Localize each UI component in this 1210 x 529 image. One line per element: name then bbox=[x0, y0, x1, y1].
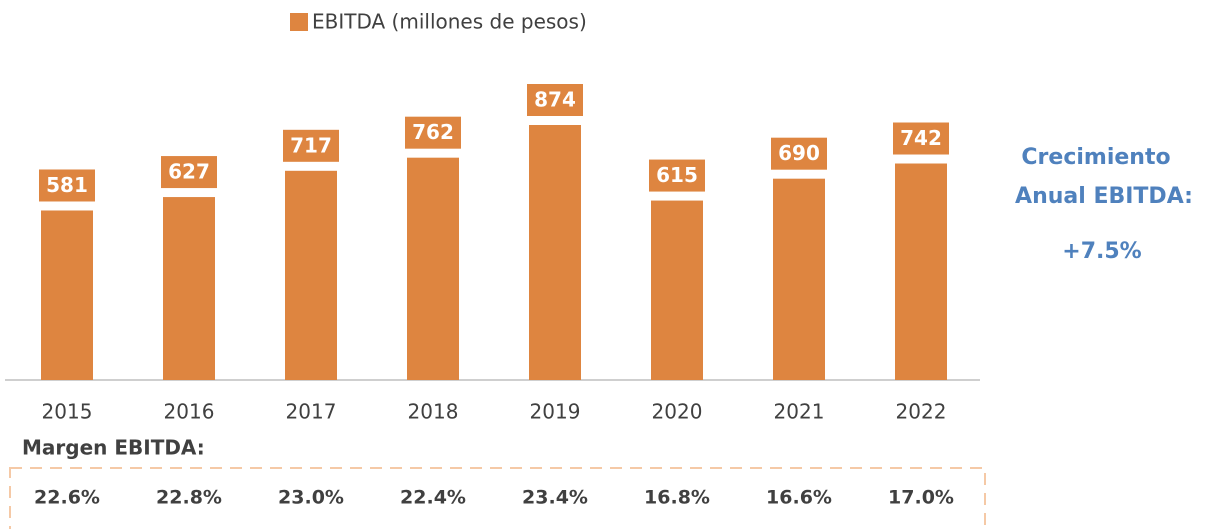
value-label: 742 bbox=[900, 126, 942, 150]
bar bbox=[407, 157, 459, 380]
bar bbox=[773, 178, 825, 380]
margin-label: 22.8% bbox=[156, 487, 222, 509]
x-tick-label: 2022 bbox=[896, 400, 947, 424]
legend-label: EBITDA (millones de pesos) bbox=[312, 10, 587, 34]
x-tick-label: 2019 bbox=[530, 400, 581, 424]
value-label: 581 bbox=[46, 173, 88, 197]
bar bbox=[895, 163, 947, 380]
bar bbox=[285, 170, 337, 380]
annotation: +7.5% bbox=[1062, 239, 1141, 264]
margin-title: Margen EBITDA: bbox=[22, 436, 205, 460]
bar bbox=[529, 125, 581, 380]
margin-label: 22.4% bbox=[400, 487, 466, 509]
margin-box bbox=[9, 467, 986, 529]
value-label-box bbox=[405, 116, 461, 149]
x-tick-label: 2021 bbox=[774, 400, 825, 424]
value-label-box bbox=[771, 137, 827, 170]
value-label-box bbox=[161, 156, 217, 189]
x-tick-label: 2016 bbox=[164, 400, 215, 424]
annotation: Anual EBITDA: bbox=[1015, 184, 1193, 209]
value-label-box bbox=[893, 122, 949, 155]
margin-label: 23.4% bbox=[522, 487, 588, 509]
value-label: 874 bbox=[534, 88, 576, 112]
value-label-box bbox=[527, 84, 583, 116]
bar bbox=[651, 200, 703, 380]
margin-label: 22.6% bbox=[34, 487, 100, 509]
value-label-box bbox=[39, 169, 95, 202]
x-tick-label: 2017 bbox=[286, 400, 337, 424]
value-label: 690 bbox=[778, 141, 820, 165]
value-label: 762 bbox=[412, 120, 454, 144]
value-label: 717 bbox=[290, 133, 332, 157]
x-tick-label: 2015 bbox=[42, 400, 93, 424]
margin-label: 16.8% bbox=[644, 487, 710, 509]
bar bbox=[163, 197, 215, 380]
x-tick-label: 2018 bbox=[408, 400, 459, 424]
value-label-box bbox=[283, 129, 339, 162]
value-label-box bbox=[649, 159, 705, 192]
margin-label: 16.6% bbox=[766, 487, 832, 509]
value-label: 627 bbox=[168, 160, 210, 184]
value-label: 615 bbox=[656, 163, 698, 187]
margin-label: 17.0% bbox=[888, 487, 954, 509]
legend-swatch bbox=[290, 13, 308, 31]
bar bbox=[41, 210, 93, 380]
annotation: Crecimiento bbox=[1021, 145, 1170, 170]
margin-label: 23.0% bbox=[278, 487, 344, 509]
x-tick-label: 2020 bbox=[652, 400, 703, 424]
